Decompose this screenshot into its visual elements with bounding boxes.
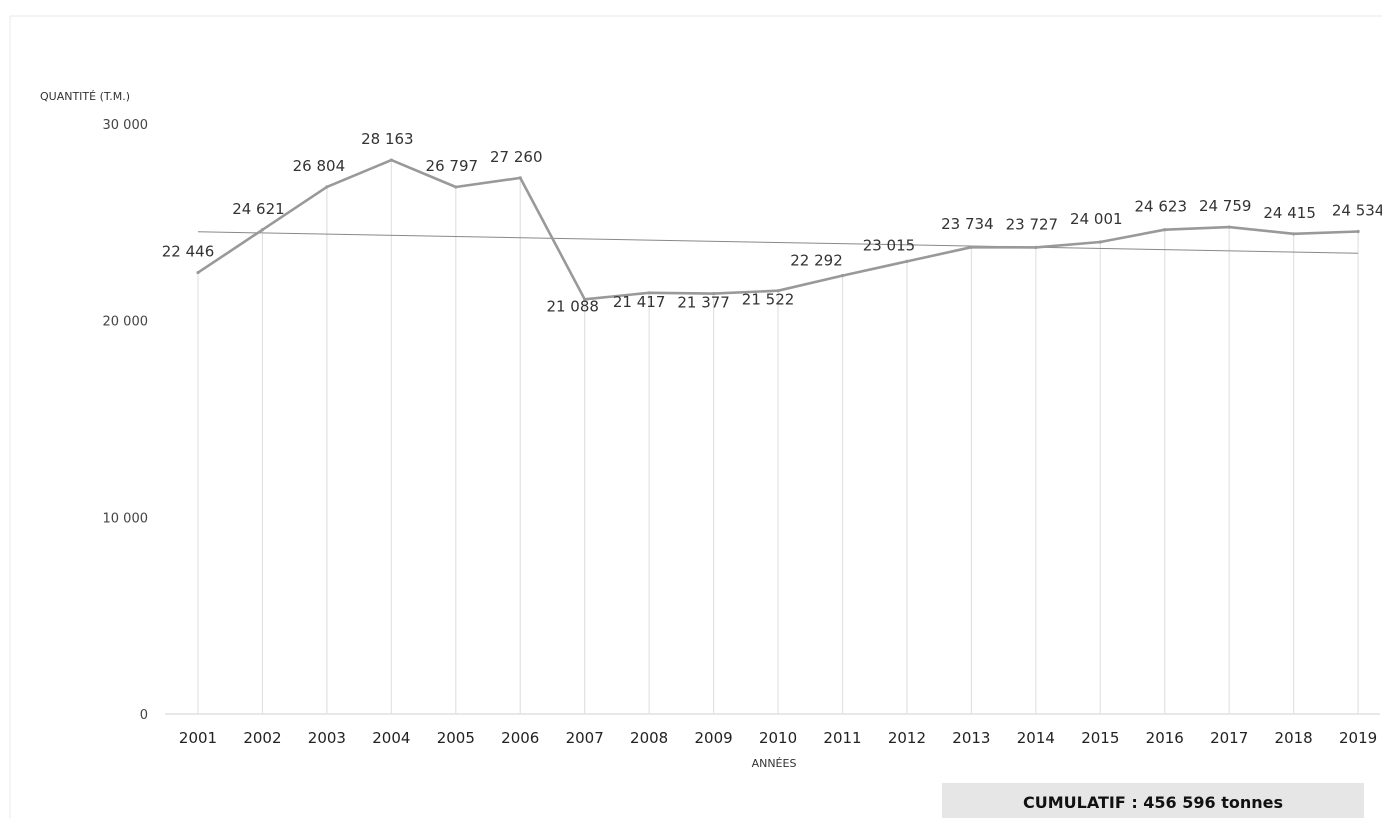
data-point-2013 — [969, 245, 974, 249]
x-tick-label-2017: 2017 — [1210, 729, 1248, 747]
x-tick-label-2016: 2016 — [1146, 729, 1184, 747]
data-point-2008 — [647, 291, 651, 295]
x-axis-ticks: 2001 2002 2003 2004 2005 2006 2007 2008 2009 2010… — [179, 729, 1377, 747]
series-line — [197, 158, 1359, 301]
data-point-2009 — [712, 291, 716, 296]
data-point-2006 — [518, 176, 522, 180]
y-tick-label-30000: 30 000 — [103, 118, 149, 133]
x-tick-label-2006: 2006 — [501, 729, 539, 747]
data-point-2015 — [1098, 240, 1102, 244]
x-tick-label-2004: 2004 — [372, 729, 410, 747]
data-point-2011 — [840, 273, 845, 278]
data-label-2015: 24 001 — [1070, 210, 1123, 228]
data-point-2010 — [776, 289, 780, 293]
data-point-2002 — [260, 228, 265, 232]
data-label-2010: 21 522 — [742, 291, 795, 309]
data-labels: 22 446 24 621 26 804 28 163 26 797 27 260 21 0… — [162, 130, 1382, 315]
chart-area — [9, 15, 1382, 818]
y-axis-ticks: 0 10 000 20 000 30 000 — [103, 118, 149, 723]
x-axis-title: ANNÉES — [752, 757, 797, 770]
data-point-2004 — [389, 158, 393, 162]
series-line-group — [196, 158, 1360, 301]
data-label-2003: 26 804 — [293, 157, 346, 175]
x-tick-label-2009: 2009 — [695, 729, 733, 747]
data-label-2008: 21 417 — [613, 293, 666, 311]
data-label-2012: 23 015 — [863, 236, 916, 254]
x-tick-label-2012: 2012 — [888, 729, 926, 747]
y-tick-label-20000: 20 000 — [103, 315, 149, 330]
x-tick-label-2008: 2008 — [630, 729, 668, 747]
x-tick-label-2019: 2019 — [1339, 729, 1377, 747]
data-point-2012 — [905, 259, 909, 263]
data-label-2006: 27 260 — [490, 148, 543, 166]
data-label-2009: 21 377 — [677, 294, 730, 312]
cumulative-text: CUMULATIF : 456 596 tonnes — [1023, 793, 1283, 812]
data-point-2017 — [1227, 225, 1231, 229]
x-tick-label-2007: 2007 — [566, 729, 604, 747]
data-label-2004: 28 163 — [361, 130, 414, 148]
trendline — [197, 231, 1359, 254]
data-label-2019: 24 534 — [1332, 201, 1382, 219]
data-label-2013: 23 734 — [941, 215, 994, 233]
trendline-group — [197, 231, 1359, 254]
x-tick-label-2010: 2010 — [759, 729, 797, 747]
x-tick-label-2014: 2014 — [1017, 729, 1055, 747]
vertical-gridlines — [197, 160, 1359, 714]
data-point-2003 — [325, 185, 329, 189]
data-label-2007: 21 088 — [546, 297, 599, 315]
x-tick-label-2003: 2003 — [308, 729, 346, 747]
data-point-2019 — [1356, 229, 1360, 234]
x-tick-label-2011: 2011 — [823, 729, 861, 747]
cumulative-box — [942, 783, 1364, 818]
x-tick-label-2005: 2005 — [437, 729, 475, 747]
data-point-2014 — [1034, 245, 1038, 249]
y-tick-label-0: 0 — [140, 708, 148, 723]
data-point-2007 — [583, 297, 587, 301]
data-point-2016 — [1163, 228, 1167, 232]
data-label-2016: 24 623 — [1135, 198, 1188, 216]
data-point-2018 — [1292, 232, 1296, 236]
x-tick-label-2013: 2013 — [952, 729, 990, 747]
x-tick-label-2002: 2002 — [243, 729, 281, 747]
data-label-2001: 22 446 — [162, 243, 215, 261]
y-tick-label-10000: 10 000 — [103, 511, 149, 526]
x-tick-label-2001: 2001 — [179, 729, 217, 747]
x-tick-label-2018: 2018 — [1275, 729, 1313, 747]
data-label-2002: 24 621 — [232, 200, 285, 218]
x-tick-label-2015: 2015 — [1081, 729, 1119, 747]
data-label-2005: 26 797 — [426, 157, 479, 175]
data-label-2011: 22 292 — [790, 252, 843, 270]
data-label-2014: 23 727 — [1006, 215, 1059, 233]
data-label-2017: 24 759 — [1199, 197, 1252, 215]
y-axis-title: QUANTITÉ (T.M.) — [40, 90, 130, 103]
data-label-2018: 24 415 — [1263, 204, 1316, 222]
data-point-2001 — [196, 270, 200, 275]
data-point-2005 — [454, 185, 458, 189]
